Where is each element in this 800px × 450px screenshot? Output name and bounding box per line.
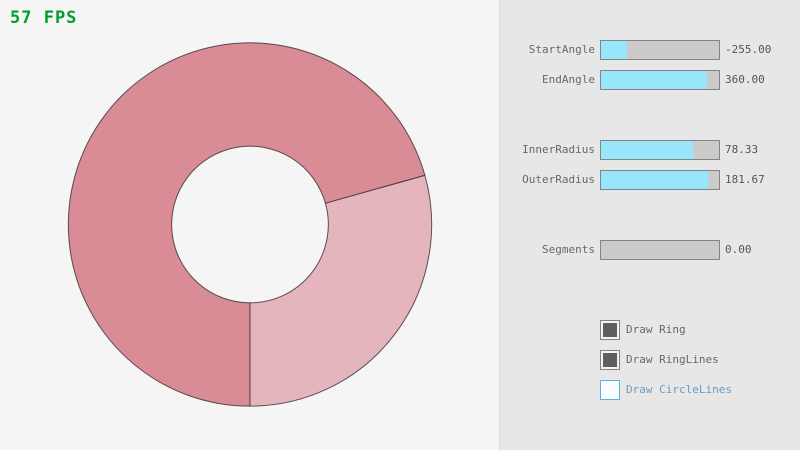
slider-row-startangle: StartAngle -255.00: [0, 40, 800, 60]
slider-label: EndAngle: [542, 73, 595, 86]
slider-fill: [601, 71, 708, 89]
checkbox-label: Draw Ring: [626, 323, 686, 336]
checkmark-icon: [603, 353, 617, 367]
slider-fill: [601, 41, 627, 59]
slider-row-outerradius: OuterRadius 181.67: [0, 170, 800, 190]
slider-row-innerradius: InnerRadius 78.33: [0, 140, 800, 160]
checkbox-row: Draw RingLines: [0, 350, 800, 370]
slider-bar-innerradius[interactable]: [600, 140, 720, 160]
slider-bar-outerradius[interactable]: [600, 170, 720, 190]
slider-row-endangle: EndAngle 360.00: [0, 70, 800, 90]
slider-fill: [601, 141, 694, 159]
slider-row-segments: Segments 0.00: [0, 240, 800, 260]
slider-label: InnerRadius: [522, 143, 595, 156]
slider-bar-startangle[interactable]: [600, 40, 720, 60]
checkbox-row: Draw CircleLines: [0, 380, 800, 400]
slider-value: 78.33: [725, 143, 759, 156]
slider-label: OuterRadius: [522, 173, 595, 186]
slider-value: 0.00: [725, 243, 752, 256]
checkbox-label: Draw CircleLines: [626, 383, 732, 396]
slider-label: StartAngle: [528, 43, 595, 56]
slider-label: Segments: [542, 243, 595, 256]
slider-bar-segments[interactable]: [600, 240, 720, 260]
slider-value: 360.00: [725, 73, 765, 86]
checkbox-draw-ringlines[interactable]: [600, 350, 620, 370]
checkmark-icon: [603, 323, 617, 337]
slider-value: 181.67: [725, 173, 765, 186]
checkbox-row: Draw Ring: [0, 320, 800, 340]
slider-bar-endangle[interactable]: [600, 70, 720, 90]
slider-fill: [601, 171, 709, 189]
checkbox-label: Draw RingLines: [626, 353, 719, 366]
ring-single-pass: [249, 174, 433, 407]
slider-value: -255.00: [725, 43, 772, 56]
ring-double-pass: [67, 42, 426, 407]
fps-counter: 57 FPS: [10, 8, 78, 28]
checkbox-draw-ring[interactable]: [600, 320, 620, 340]
checkbox-draw-circlelines[interactable]: [600, 380, 620, 400]
